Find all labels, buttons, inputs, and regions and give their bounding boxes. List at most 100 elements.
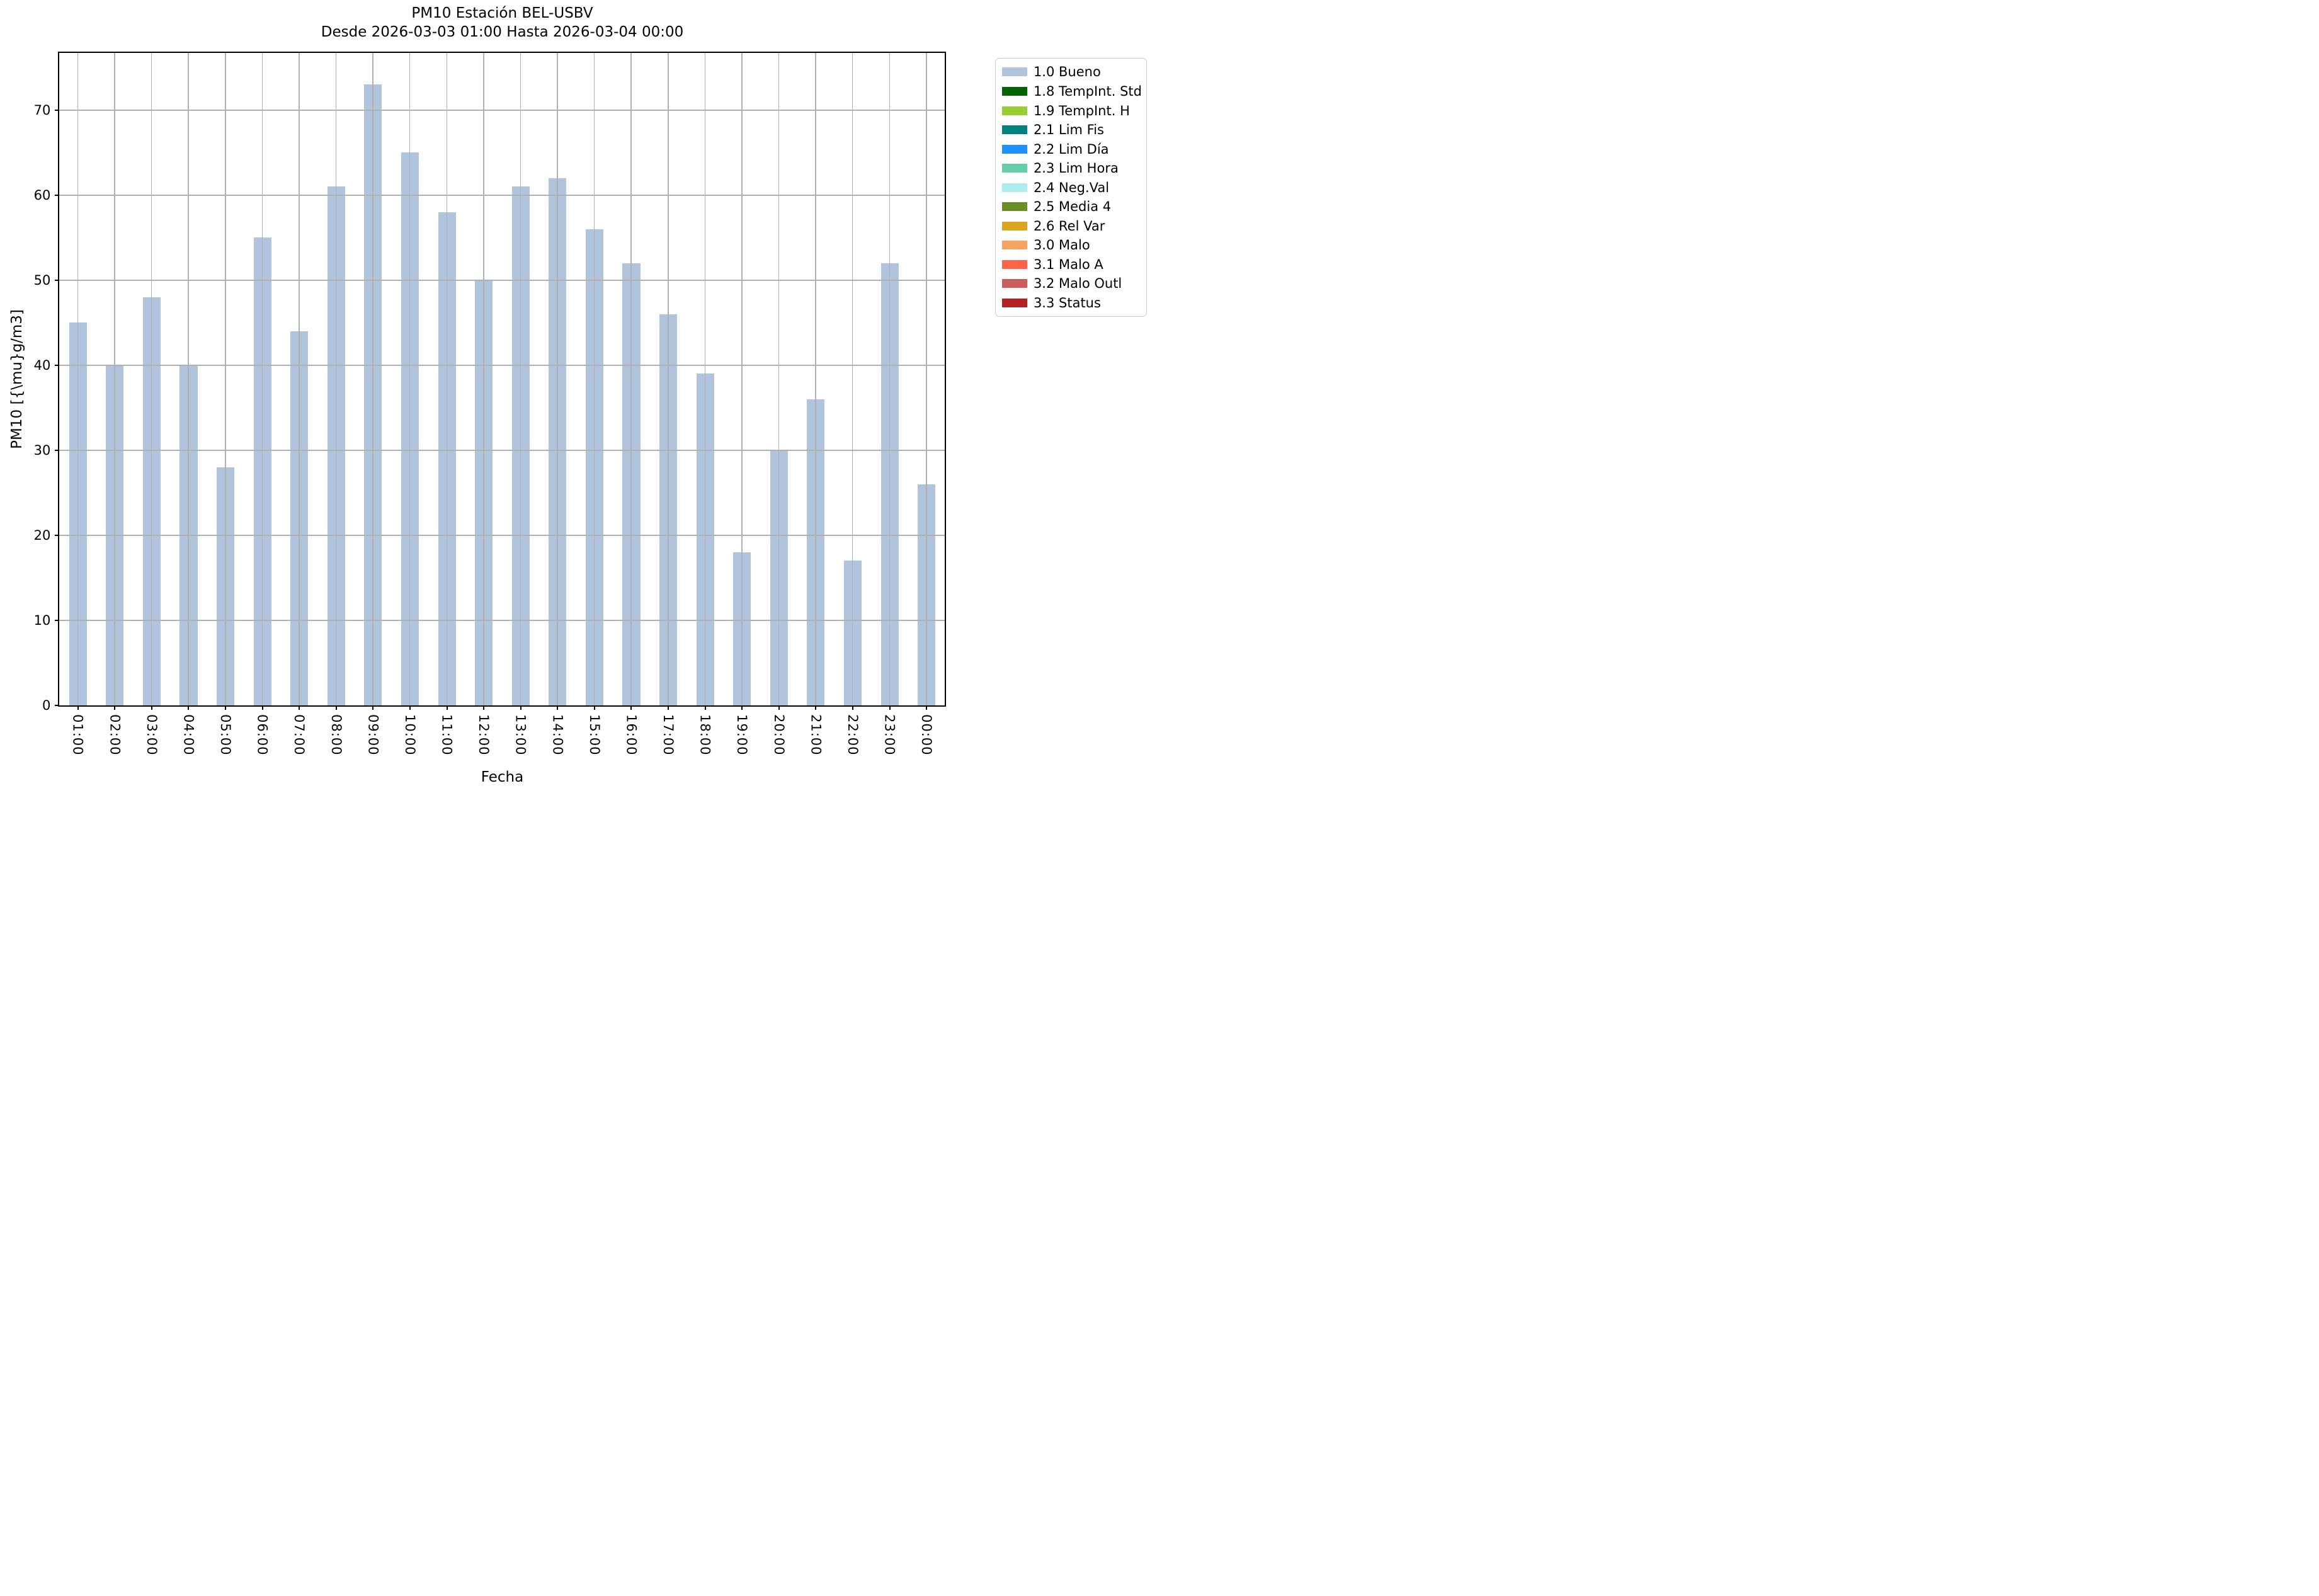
legend-row: 2.1 Lim Fis xyxy=(1001,122,1141,138)
x-tick-label: 05:00 xyxy=(218,714,234,756)
legend-swatch xyxy=(1001,183,1027,192)
x-tick-mark xyxy=(593,705,595,710)
legend-label: 3.0 Malo xyxy=(1033,237,1090,253)
legend-swatch xyxy=(1001,106,1027,115)
legend-row: 3.2 Malo Outl xyxy=(1001,276,1141,292)
legend-label: 1.8 TempInt. Std xyxy=(1033,84,1142,100)
x-tick-mark xyxy=(483,705,485,710)
legend-row: 2.2 Lim Día xyxy=(1001,141,1141,157)
y-tick-mark xyxy=(55,364,60,366)
x-tick-label: 09:00 xyxy=(365,714,381,756)
chart-title: PM10 Estación BEL-USBV Desde 2026-03-03 … xyxy=(321,4,684,42)
y-tick-label: 30 xyxy=(33,442,51,458)
x-tick-label: 20:00 xyxy=(771,714,787,756)
legend-label: 1.9 TempInt. H xyxy=(1033,103,1130,118)
x-gridline xyxy=(446,53,448,705)
x-tick-mark xyxy=(815,705,817,710)
x-tick-mark xyxy=(852,705,853,710)
legend-swatch xyxy=(1001,164,1027,173)
x-tick-label: 18:00 xyxy=(697,714,713,756)
y-gridline xyxy=(59,280,945,281)
x-tick-label: 10:00 xyxy=(402,714,418,756)
x-gridline xyxy=(815,53,816,705)
legend-swatch xyxy=(1001,279,1027,288)
x-tick-label: 01:00 xyxy=(70,714,86,756)
y-axis-title: PM10 [{\mu}g/m3] xyxy=(9,309,25,449)
legend-label: 2.2 Lim Día xyxy=(1033,141,1109,157)
y-tick-mark xyxy=(55,449,60,451)
x-tick-label: 03:00 xyxy=(144,714,159,756)
legend-label: 2.3 Lim Hora xyxy=(1033,161,1119,176)
chart-title-line1: PM10 Estación BEL-USBV xyxy=(411,5,593,21)
x-tick-label: 11:00 xyxy=(439,714,455,756)
legend-row: 2.3 Lim Hora xyxy=(1001,161,1141,176)
x-tick-label: 19:00 xyxy=(734,714,750,756)
legend-row: 3.3 Status xyxy=(1001,295,1141,311)
legend-box: 1.0 Bueno 1.8 TempInt. Std 1.9 TempInt. H 2… xyxy=(994,58,1148,317)
pm10-bar-chart-figure: PM10 Estación BEL-USBV Desde 2026-03-03 … xyxy=(0,0,1160,798)
x-gridline xyxy=(299,53,300,705)
x-gridline xyxy=(261,53,263,705)
y-tick-label: 20 xyxy=(33,527,51,543)
x-gridline xyxy=(335,53,337,705)
legend-row: 1.8 TempInt. Std xyxy=(1001,84,1142,100)
x-tick-label: 06:00 xyxy=(254,714,270,756)
x-tick-label: 16:00 xyxy=(624,714,639,756)
legend-label: 3.2 Malo Outl xyxy=(1033,276,1122,292)
legend-swatch xyxy=(1001,125,1027,135)
y-tick-label: 40 xyxy=(33,357,51,373)
legend-swatch xyxy=(1001,298,1027,307)
y-tick-mark xyxy=(55,619,60,621)
x-tick-mark xyxy=(299,705,300,710)
legend-label: 3.1 Malo A xyxy=(1033,256,1103,272)
legend-row: 1.0 Bueno xyxy=(1001,64,1141,80)
x-tick-label: 12:00 xyxy=(476,714,492,756)
x-gridline xyxy=(557,53,558,705)
x-gridline xyxy=(630,53,632,705)
plot-area: 0 10 20 30 40 50 60 70 01:00 02:00 03:00 04:00 05:00… xyxy=(34,52,947,755)
x-gridline xyxy=(372,53,373,705)
x-tick-mark xyxy=(261,705,263,710)
x-tick-label: 08:00 xyxy=(328,714,344,756)
x-axis-title: Fecha xyxy=(481,769,524,786)
legend-swatch xyxy=(1001,241,1027,250)
y-tick-label: 50 xyxy=(33,272,51,288)
legend-swatch xyxy=(1001,259,1027,269)
x-tick-mark xyxy=(372,705,374,710)
x-tick-label: 00:00 xyxy=(919,714,935,756)
legend-label: 2.1 Lim Fis xyxy=(1033,122,1105,138)
x-tick-mark xyxy=(114,705,116,710)
x-tick-label: 14:00 xyxy=(550,714,566,756)
x-gridline xyxy=(593,53,595,705)
x-tick-mark xyxy=(704,705,706,710)
y-gridline xyxy=(59,195,945,196)
x-tick-mark xyxy=(668,705,669,710)
legend-row: 2.6 Rel Var xyxy=(1001,218,1141,234)
x-gridline xyxy=(889,53,891,705)
x-gridline xyxy=(926,53,927,705)
legend-label: 3.3 Status xyxy=(1033,295,1101,311)
x-tick-label: 21:00 xyxy=(808,714,824,756)
chart-title-line2: Desde 2026-03-03 01:00 Hasta 2026-03-04 … xyxy=(321,24,684,41)
legend-label: 1.0 Bueno xyxy=(1033,64,1101,80)
x-gridline xyxy=(114,53,115,705)
x-tick-mark xyxy=(778,705,780,710)
legend-swatch xyxy=(1001,202,1027,212)
x-tick-mark xyxy=(557,705,559,710)
legend-row: 2.4 Neg.Val xyxy=(1001,180,1141,195)
y-gridline xyxy=(59,450,945,451)
x-gridline xyxy=(852,53,853,705)
y-tick-label: 10 xyxy=(33,612,51,628)
x-gridline xyxy=(483,53,484,705)
y-tick-mark xyxy=(55,704,60,706)
x-tick-mark xyxy=(889,705,891,710)
legend-label: 2.6 Rel Var xyxy=(1033,218,1105,234)
y-gridline xyxy=(59,535,945,536)
x-tick-mark xyxy=(630,705,632,710)
x-gridline xyxy=(741,53,743,705)
x-tick-label: 15:00 xyxy=(586,714,602,756)
x-tick-mark xyxy=(446,705,448,710)
x-tick-mark xyxy=(741,705,743,710)
legend-label: 2.5 Media 4 xyxy=(1033,199,1112,215)
x-tick-label: 13:00 xyxy=(513,714,528,756)
